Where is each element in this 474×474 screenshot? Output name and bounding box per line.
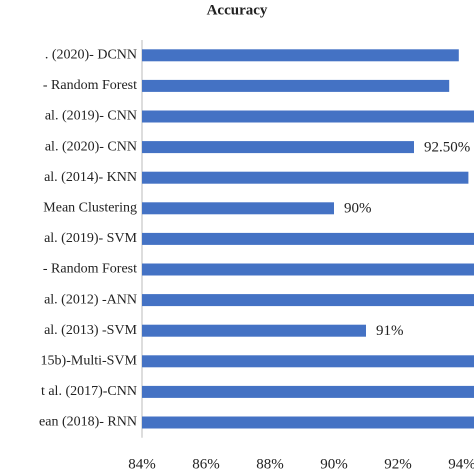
category-label: Mean Clustering <box>43 201 137 216</box>
bar <box>142 232 474 245</box>
x-tick-label: 92% <box>384 456 412 472</box>
bar <box>142 416 474 429</box>
bar <box>142 49 459 62</box>
category-label: t al. (2017)-CNN <box>41 384 137 399</box>
bar <box>142 141 414 154</box>
category-label: al. (2019)- CNN <box>45 109 137 124</box>
bar <box>142 385 474 398</box>
data-label: 90% <box>344 201 372 217</box>
x-tick-label: 88% <box>256 456 284 472</box>
category-label: - Random Forest <box>43 262 137 277</box>
category-label: al. (2013) -SVM <box>44 323 137 338</box>
x-tick-label: 86% <box>192 456 220 472</box>
bar <box>142 171 469 184</box>
category-label: al. (2019)- SVM <box>44 231 137 246</box>
category-label: 15b)-Multi-SVM <box>41 354 138 369</box>
data-label: 92.50% <box>424 140 470 156</box>
bar <box>142 324 366 337</box>
category-label: ean (2018)- RNN <box>39 415 137 430</box>
bar <box>142 294 474 307</box>
category-label: al. (2014)- KNN <box>44 170 137 185</box>
x-tick-label: 94% <box>448 456 474 472</box>
category-label: - Random Forest <box>43 78 137 93</box>
x-tick-label: 84% <box>128 456 156 472</box>
data-label: 91% <box>376 323 404 339</box>
chart-title: Accuracy <box>207 2 268 18</box>
bar <box>142 355 474 368</box>
bar <box>142 79 450 92</box>
x-tick-label: 90% <box>320 456 348 472</box>
bar <box>142 263 474 276</box>
bar <box>142 202 334 215</box>
bar <box>142 110 474 123</box>
category-label: al. (2020)- CNN <box>45 139 137 154</box>
category-label: . (2020)- DCNN <box>45 48 137 63</box>
category-label: al. (2012) -ANN <box>44 292 137 307</box>
